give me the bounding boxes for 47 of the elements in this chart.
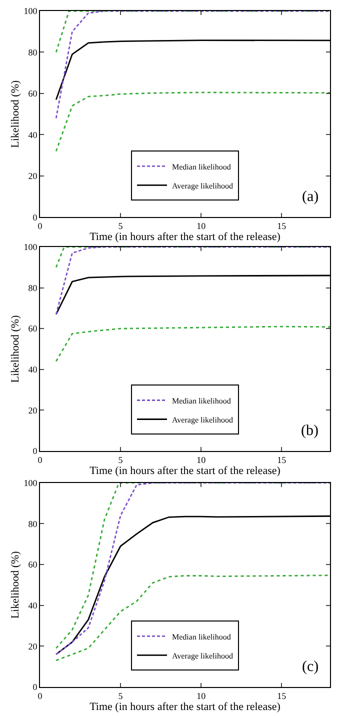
line-series [55,574,330,662]
y-axis-title: Likelihood (%) [9,314,22,383]
y-tick-label: 0 [32,682,38,692]
y-tick-label: 40 [28,364,38,375]
y-tick-label: 40 [28,130,38,140]
y-tick-label: 20 [28,171,38,182]
y-tick-label: 0 [32,446,38,456]
legend-label: Median likelihood [172,396,231,406]
line-series [55,326,330,362]
annotation: (c) [302,659,319,675]
y-tick-label: 80 [28,47,38,58]
x-axis-title: Time (in hours after the start of the release) [90,465,281,478]
annotation: (a) [302,189,319,205]
legend-label: Average likelihood [172,181,233,190]
y-tick-label: 20 [28,641,38,652]
y-tick-label: 40 [28,600,38,610]
y-tick-label: 80 [28,518,38,529]
x-axis-title: Time (in hours after the start of the release) [90,701,281,713]
x-tick-label: 15 [277,454,287,465]
y-tick-label: 100 [24,478,38,488]
x-tick-label: 10 [196,690,206,701]
x-tick-label: 5 [118,220,124,231]
y-tick-label: 60 [28,324,38,334]
y-tick-label: 100 [24,242,38,252]
legend-label: Median likelihood [172,632,231,642]
x-tick-label: 15 [277,220,287,231]
y-tick-label: 20 [28,405,38,416]
legend-label: Average likelihood [172,651,233,660]
x-tick-label: 10 [196,454,206,465]
x-tick-label: 10 [196,220,206,231]
x-axis-title: Time (in hours after the start of the release) [90,231,281,244]
legend-label: Median likelihood [172,162,231,172]
y-tick-label: 0 [32,212,38,222]
y-tick-label: 60 [28,560,38,570]
legend-label: Average likelihood [172,415,233,424]
annotation: (b) [301,423,318,439]
line-series [55,92,330,152]
line-series [55,11,330,119]
x-tick-label: 15 [277,690,287,701]
y-axis-title: Likelihood (%) [9,550,22,619]
line-series [55,246,330,315]
y-tick-label: 60 [28,88,38,99]
y-axis-title: Likelihood (%) [9,80,22,148]
x-tick-label: 5 [118,690,124,701]
y-tick-label: 100 [24,6,38,16]
x-tick-label: 5 [118,454,124,465]
y-tick-label: 80 [28,282,38,293]
